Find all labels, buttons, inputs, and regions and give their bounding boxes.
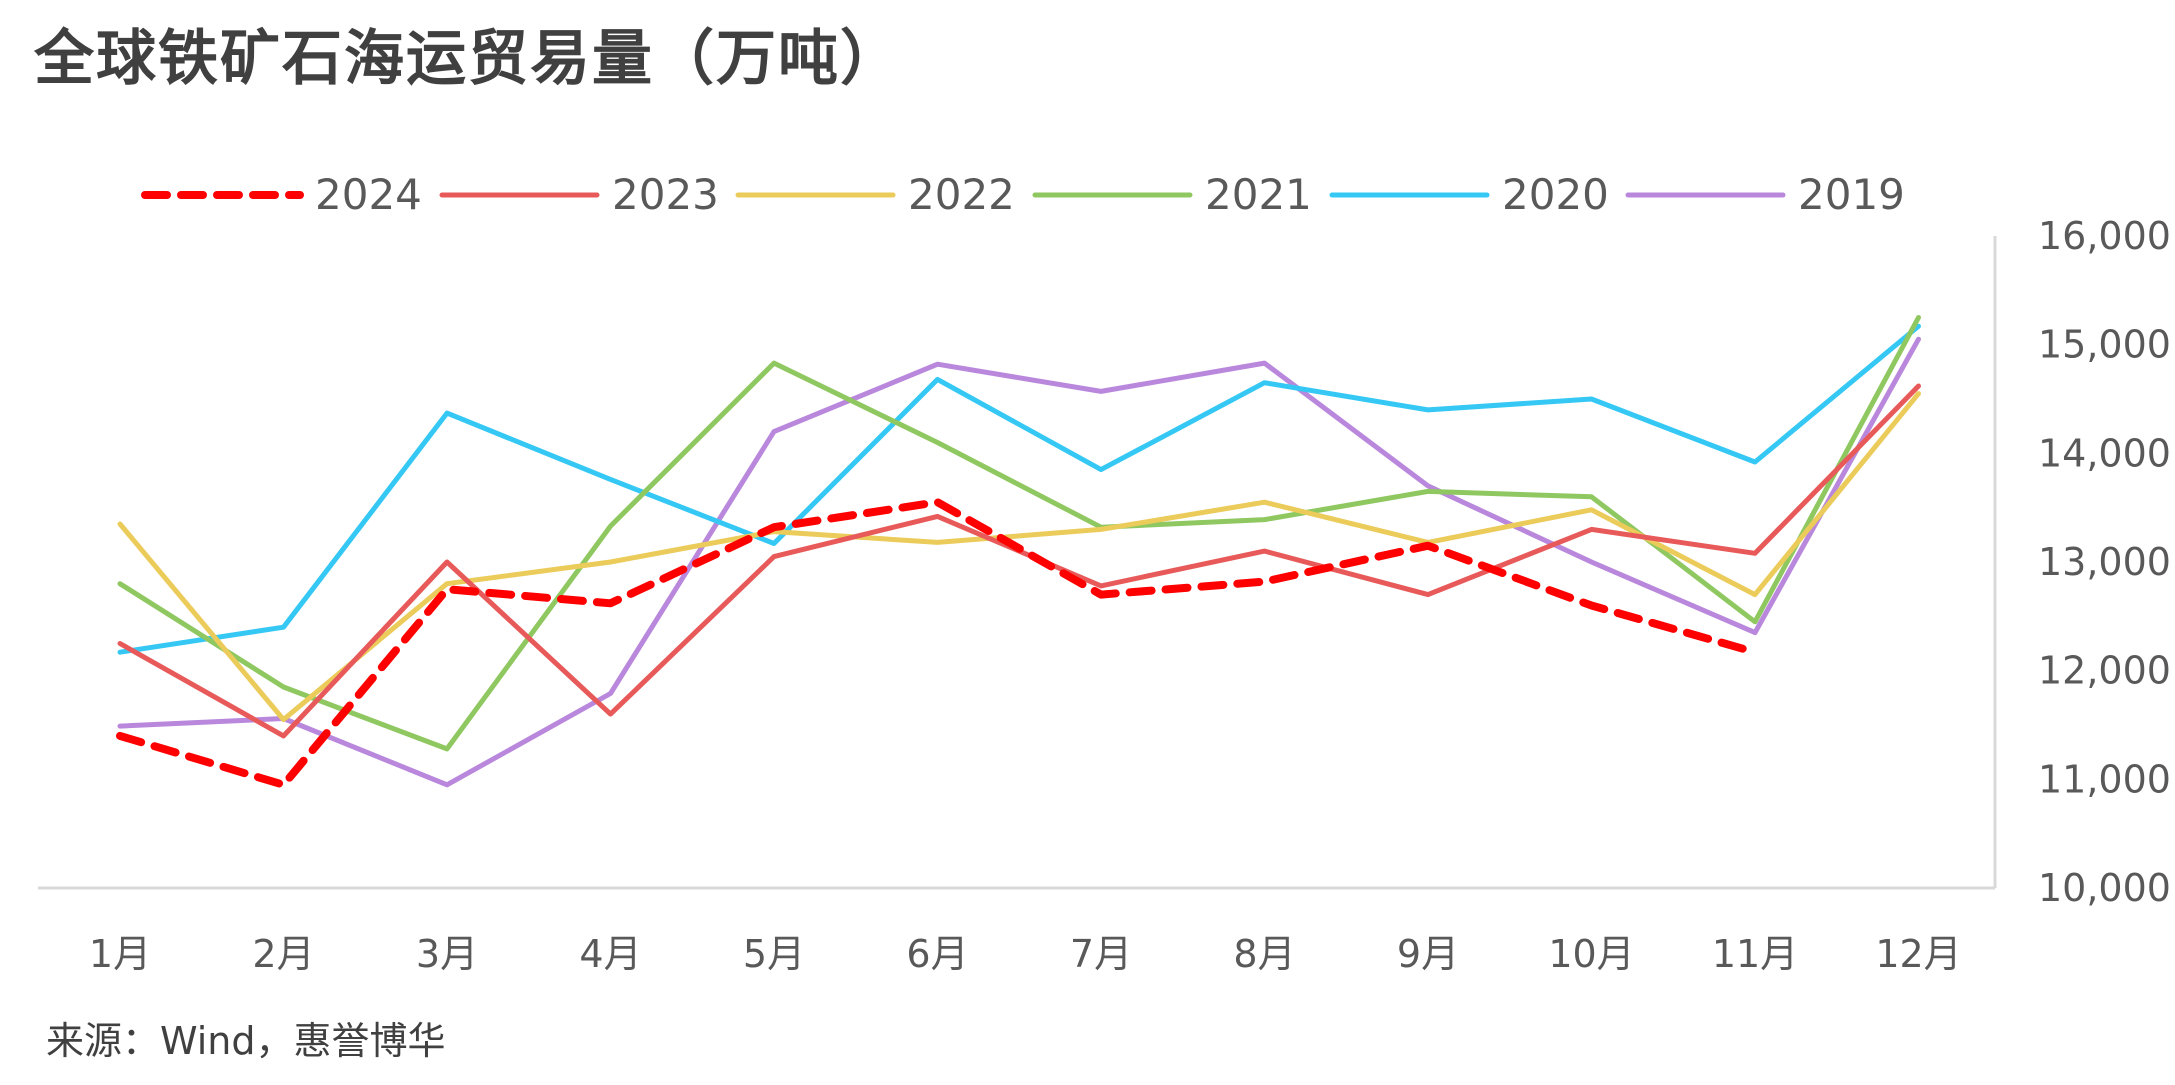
y-tick-label: 11,000 [2038, 757, 2171, 801]
x-tick-label: 3月 [416, 932, 478, 976]
legend-label-2022: 2022 [908, 170, 1015, 219]
chart-title: 全球铁矿石海运贸易量（万吨） [34, 24, 902, 94]
x-tick-label: 9月 [1397, 932, 1459, 976]
y-tick-labels: 10,000 11,000 12,000 13,000 14,000 15,000 16,0… [2038, 214, 2171, 910]
y-tick-label: 14,000 [2038, 431, 2171, 475]
legend-label-2019: 2019 [1798, 170, 1905, 219]
series-line-2023 [117, 383, 1921, 739]
x-tick-label: 2月 [252, 932, 314, 976]
legend-label-2023: 2023 [612, 170, 719, 219]
legend-label-2024: 2024 [315, 170, 422, 219]
x-tick-labels: 1月 2月 3月 4月 5月 6月 7月 8月 9月 10月 11月 12月 [89, 932, 1962, 976]
x-tick-label: 11月 [1712, 932, 1798, 976]
x-tick-label: 5月 [743, 932, 805, 976]
y-tick-label: 15,000 [2038, 323, 2171, 367]
y-tick-label: 16,000 [2038, 214, 2171, 258]
x-tick-label: 4月 [579, 932, 641, 976]
series-line-2020 [117, 323, 1921, 655]
x-tick-label: 12月 [1875, 932, 1961, 976]
series-line-2022 [117, 391, 1921, 723]
series-lines [116, 315, 1921, 789]
x-tick-label: 7月 [1070, 932, 1132, 976]
legend-label-2020: 2020 [1502, 170, 1609, 219]
x-tick-label: 1月 [89, 932, 151, 976]
axes [38, 236, 1997, 890]
series-line-2024 [116, 498, 1759, 789]
y-tick-label: 13,000 [2038, 540, 2171, 584]
x-tick-label: 10月 [1548, 932, 1634, 976]
series-line-2019 [117, 336, 1921, 788]
y-tick-label: 12,000 [2038, 649, 2171, 693]
legend: 2024 2023 2022 2021 2020 2019 [141, 170, 1905, 219]
x-tick-label: 8月 [1233, 932, 1295, 976]
series-line-2021 [117, 315, 1921, 752]
x-tick-label: 6月 [906, 932, 968, 976]
legend-label-2021: 2021 [1205, 170, 1312, 219]
y-tick-label: 10,000 [2038, 866, 2171, 910]
source-note: 来源：Wind，惠誉博华 [46, 1019, 446, 1063]
